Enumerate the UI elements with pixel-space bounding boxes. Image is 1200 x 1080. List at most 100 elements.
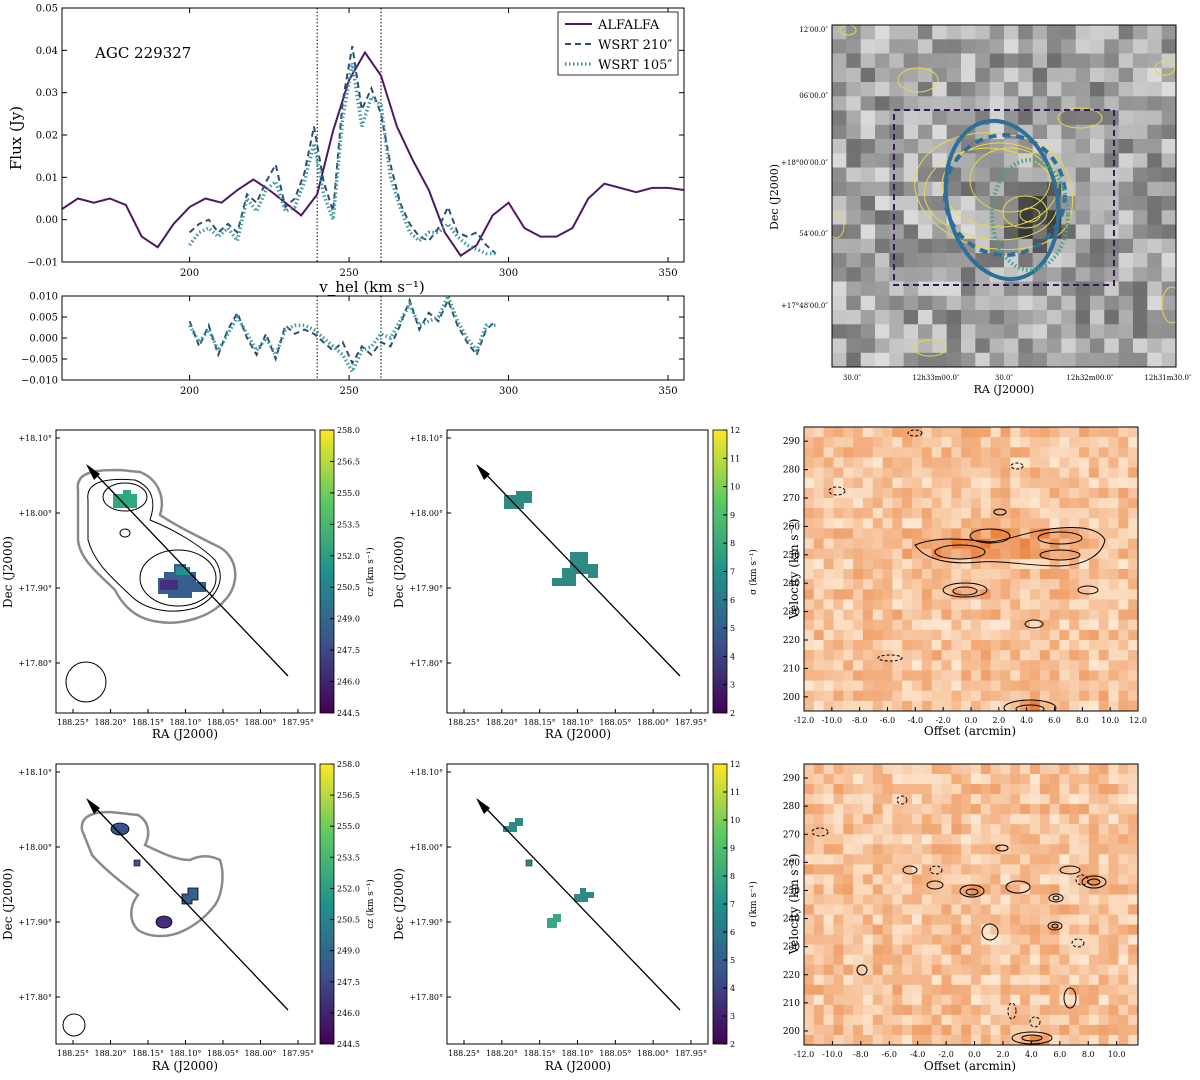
pv-pixel bbox=[990, 844, 1001, 855]
pv-pixel bbox=[912, 427, 923, 438]
pv-pixel bbox=[872, 954, 884, 966]
dispersion-blob bbox=[503, 818, 523, 832]
map-pixel bbox=[1090, 82, 1105, 97]
map-pixel bbox=[975, 352, 991, 367]
pv-pixel bbox=[833, 650, 844, 661]
pv-pixel bbox=[1118, 589, 1129, 600]
pv-pixel bbox=[862, 498, 874, 509]
pv-pixel bbox=[941, 487, 952, 499]
pv-pixel bbox=[912, 944, 923, 956]
map-pixel bbox=[989, 96, 1005, 112]
pv-pixel bbox=[1049, 609, 1060, 621]
map-pixel bbox=[832, 281, 847, 297]
pv-pixel bbox=[882, 854, 893, 865]
pv-pixel bbox=[813, 437, 825, 448]
pv-pixel bbox=[961, 1004, 972, 1016]
pv-pixel bbox=[971, 764, 982, 775]
pv-pixel bbox=[1088, 619, 1100, 631]
pv-pixel bbox=[833, 954, 844, 966]
pv-pixel bbox=[813, 1004, 825, 1016]
pv-pixel bbox=[813, 447, 825, 458]
pv-pixel bbox=[1098, 518, 1110, 529]
map-pixel bbox=[1133, 67, 1148, 83]
map-pixel bbox=[860, 267, 876, 283]
x-tick-label: 350 bbox=[659, 386, 678, 397]
pv-contour bbox=[934, 544, 986, 560]
pv-pixel bbox=[971, 640, 982, 651]
pv-pixel bbox=[1128, 569, 1138, 580]
pv-pixel bbox=[862, 538, 874, 550]
pv-pixel bbox=[961, 427, 972, 438]
map-pixel bbox=[860, 310, 876, 325]
pv-pixel bbox=[833, 528, 844, 540]
pv-pixel bbox=[961, 518, 972, 529]
pv-pixel bbox=[882, 944, 893, 956]
y-tick-label: 200 bbox=[783, 1027, 800, 1037]
pv-pixel bbox=[833, 804, 844, 815]
pv-pixel bbox=[862, 934, 874, 946]
pv-pixel bbox=[813, 690, 825, 702]
hi-contour bbox=[1057, 107, 1103, 129]
pv-pixel bbox=[892, 680, 903, 692]
map-pixel bbox=[875, 181, 890, 197]
hi-contour bbox=[1154, 60, 1176, 76]
map-pixel bbox=[832, 352, 847, 367]
colorbar-tick-label: 8 bbox=[730, 872, 735, 881]
pv-pixel bbox=[1108, 1024, 1119, 1036]
pv-pixel bbox=[1059, 814, 1070, 825]
pv-pixel bbox=[1000, 994, 1011, 1006]
pv-pixel bbox=[902, 774, 913, 785]
pv210-y-label: Velocity (km s⁻¹) bbox=[787, 519, 801, 621]
pv-pixel bbox=[951, 1014, 962, 1026]
pv-pixel bbox=[892, 538, 903, 550]
pv-pixel bbox=[882, 508, 893, 519]
map-pixel bbox=[1090, 167, 1105, 183]
map-pixel bbox=[903, 281, 919, 297]
pv-pixel bbox=[1020, 650, 1031, 661]
map-pixel bbox=[961, 53, 976, 69]
pv-pixel bbox=[853, 794, 864, 805]
pv-pixel bbox=[862, 640, 874, 651]
pv-pixel bbox=[862, 824, 874, 835]
map-pixel bbox=[946, 124, 962, 140]
y-tick-label: 0.00 bbox=[36, 215, 58, 226]
pv-pixel bbox=[1029, 619, 1041, 631]
map-pixel bbox=[1075, 124, 1091, 140]
pv-pixel bbox=[853, 904, 864, 916]
pv-pixel bbox=[1020, 1014, 1031, 1026]
pv-pixel bbox=[912, 834, 923, 845]
x-tick-label: 250 bbox=[340, 268, 359, 279]
pv-pixel bbox=[813, 609, 825, 621]
map-pixel bbox=[1061, 110, 1077, 126]
pv-pixel bbox=[1128, 498, 1138, 509]
map-pixel bbox=[1147, 352, 1163, 367]
pv-pixel bbox=[912, 1035, 923, 1045]
map-pixel bbox=[918, 310, 933, 325]
map-pixel bbox=[889, 352, 905, 367]
x-tick-label: 188.20° bbox=[486, 1049, 518, 1058]
pv-pixel bbox=[823, 700, 834, 711]
pv-pixel bbox=[804, 844, 815, 855]
pv-pixel bbox=[1088, 884, 1100, 895]
pv-pixel bbox=[1108, 518, 1119, 529]
pv-pixel bbox=[1069, 984, 1080, 996]
pv-pixel bbox=[1039, 804, 1051, 815]
pv-pixel bbox=[1010, 784, 1021, 795]
pv-pixel bbox=[941, 994, 952, 1006]
pv-pixel bbox=[990, 784, 1001, 795]
pv-pixel bbox=[1059, 680, 1070, 692]
pv-pixel bbox=[853, 569, 864, 580]
map-pixel bbox=[860, 67, 876, 83]
map-pixel bbox=[1018, 53, 1034, 69]
pv-pixel bbox=[921, 864, 933, 875]
pv-pixel bbox=[1020, 964, 1031, 976]
map-pixel bbox=[1047, 310, 1062, 325]
pv-pixel bbox=[1069, 804, 1080, 815]
pv-pixel bbox=[951, 934, 962, 946]
pv-pixel bbox=[1108, 814, 1119, 825]
pv-pixel bbox=[902, 447, 913, 458]
pv-pixel bbox=[1010, 589, 1021, 600]
pv-pixel bbox=[1088, 764, 1100, 775]
pv-pixel bbox=[941, 609, 952, 621]
map-pixel bbox=[975, 82, 991, 97]
